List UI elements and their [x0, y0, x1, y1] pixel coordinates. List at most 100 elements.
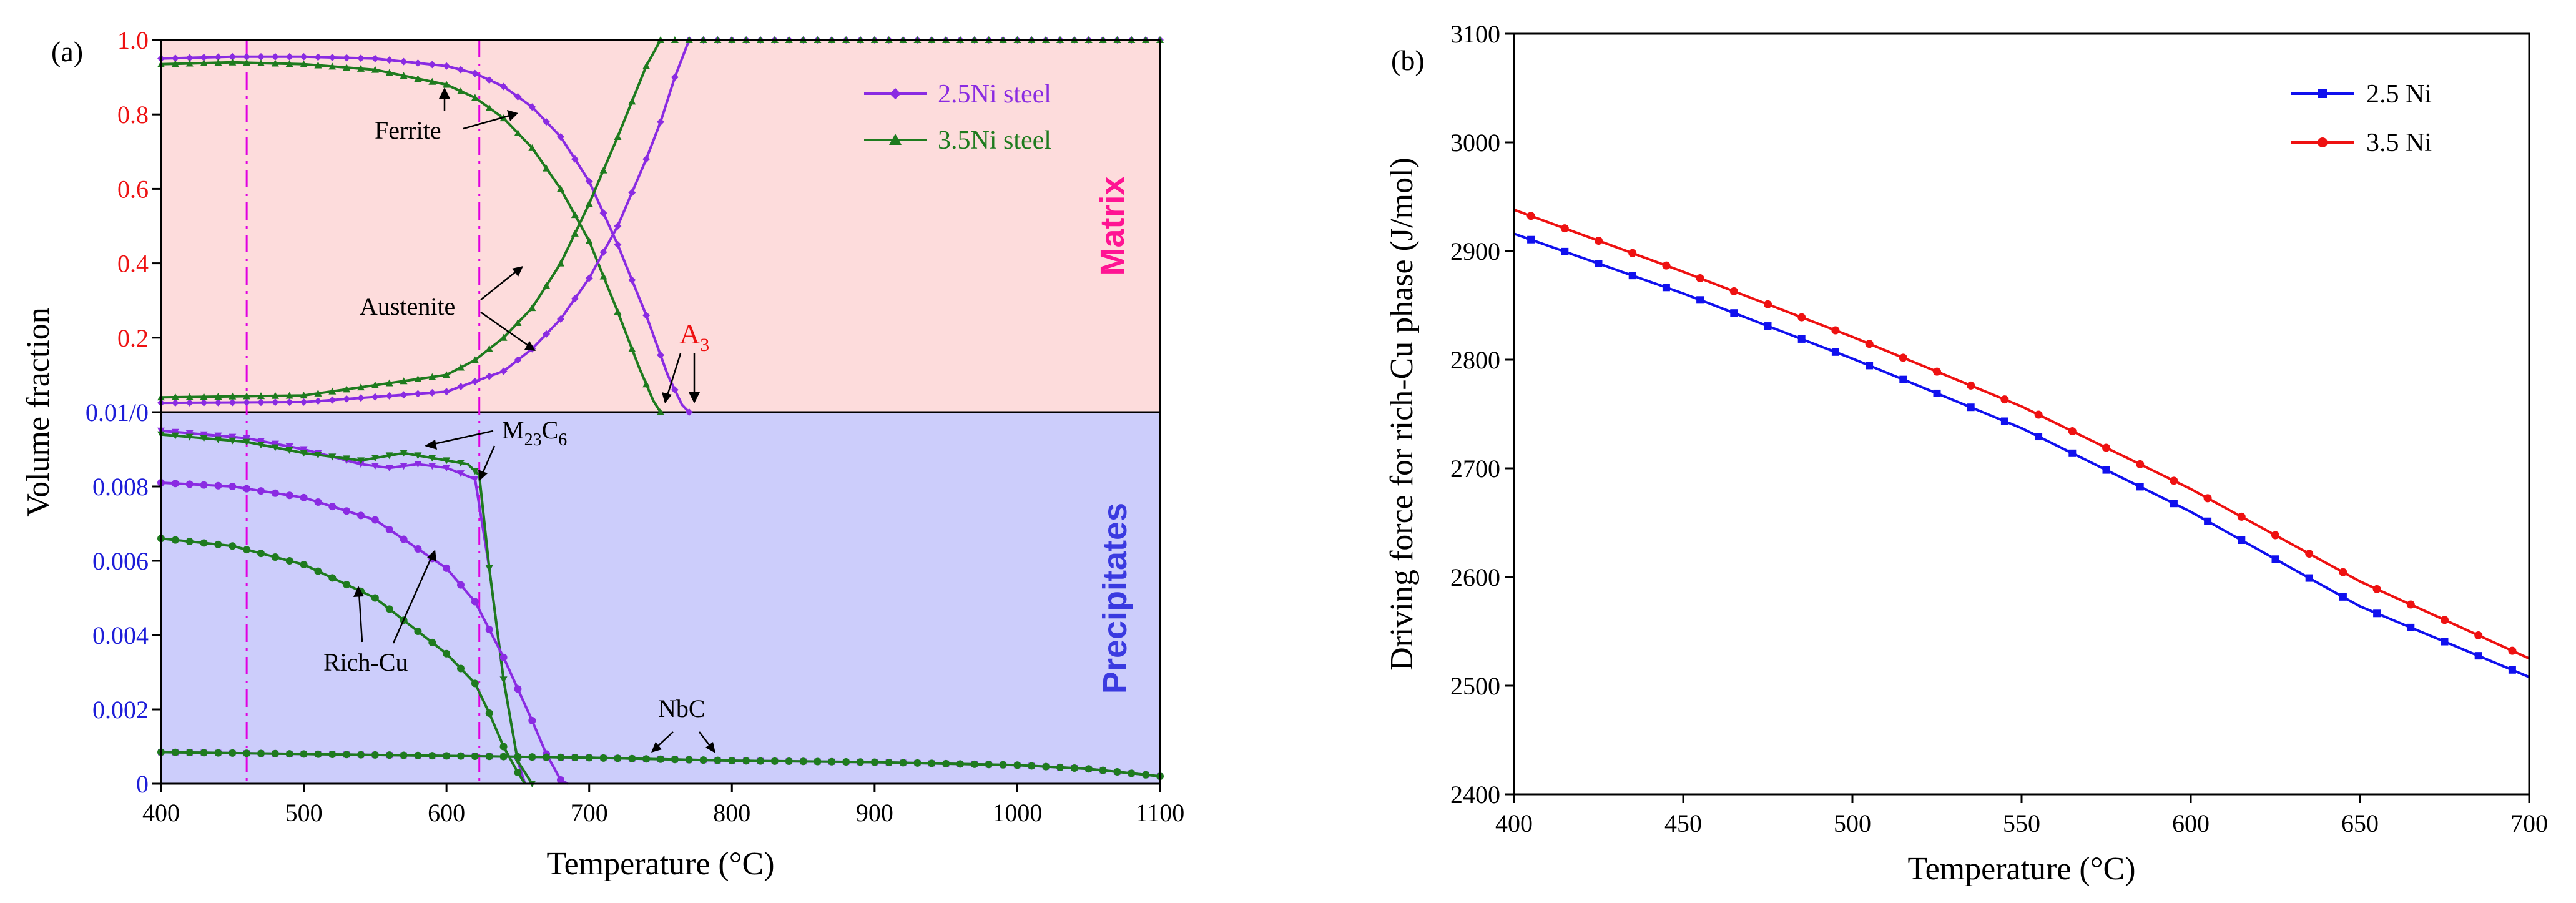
data-point [229, 392, 237, 400]
data-point [271, 440, 279, 448]
data-point [2000, 417, 2008, 425]
data-point [514, 318, 522, 326]
data-point [514, 685, 522, 693]
x-tick-label: 650 [2341, 809, 2379, 837]
data-point [243, 59, 251, 66]
data-point [185, 538, 194, 546]
m23c6-label-sub-23: 23 [524, 430, 542, 450]
series-2-5ni-steel-rich-cu [157, 479, 569, 785]
panel-a-y-axis-label: Volume fraction [21, 307, 56, 517]
data-point [200, 435, 208, 442]
x-tick-label: 400 [142, 799, 180, 827]
rich-cu-arrowhead-1 [353, 586, 364, 597]
x-tick-label: 600 [428, 799, 465, 827]
data-point [942, 759, 950, 767]
data-point [357, 394, 365, 402]
data-point [742, 757, 750, 765]
data-point [614, 132, 622, 140]
data-point [428, 455, 436, 462]
data-point [1831, 326, 1840, 335]
panel-b-legend: 2.5 Ni 3.5 Ni [2291, 80, 2432, 157]
data-point [257, 52, 265, 61]
legend-label-3-5-ni: 3.5 Ni [2366, 129, 2432, 157]
m23c6-arrowhead-2 [478, 470, 488, 481]
data-point [2441, 616, 2449, 624]
data-point [300, 60, 308, 67]
data-point [371, 66, 379, 73]
data-point [314, 452, 322, 459]
data-point [471, 377, 479, 385]
data-point [557, 132, 564, 141]
data-point [685, 756, 693, 764]
data-point [2170, 500, 2178, 508]
data-point [200, 481, 208, 489]
data-point [1628, 272, 1636, 280]
data-point [328, 54, 337, 62]
data-point [2407, 623, 2415, 631]
data-point [1764, 300, 1772, 308]
data-point [2373, 609, 2381, 618]
matrix-y-tick-label: 0.8 [117, 101, 149, 129]
rich-cu-arrow-1 [358, 591, 363, 643]
data-point [685, 408, 693, 416]
data-point [414, 59, 422, 67]
data-point [999, 761, 1007, 769]
panel-a-legend: 2.5Ni steel 3.5Ni steel [864, 80, 1051, 155]
data-point [371, 463, 379, 470]
data-point [243, 438, 251, 446]
data-point [571, 211, 579, 219]
panel-b: 400 450 500 550 600 650 700 2400 2500 2600 2700 28… [1384, 20, 2548, 887]
data-point [571, 229, 579, 237]
data-point [1113, 767, 1121, 776]
series-2-5-ni [1513, 232, 2530, 678]
data-point [229, 433, 237, 441]
x-tick-label: 400 [1495, 809, 1533, 837]
data-point [956, 760, 964, 768]
data-point [499, 367, 508, 375]
data-point [1831, 348, 1839, 356]
data-point [1056, 763, 1064, 771]
data-point [257, 487, 265, 495]
data-point [770, 757, 779, 765]
data-point [1933, 367, 1941, 376]
data-point [642, 155, 651, 163]
data-point [428, 463, 436, 470]
data-point [1967, 403, 1975, 412]
data-point [285, 447, 293, 454]
data-point [642, 380, 651, 388]
data-point [357, 457, 365, 465]
data-point [314, 61, 322, 69]
data-point [171, 748, 179, 756]
data-point [599, 248, 607, 256]
data-point [371, 751, 379, 759]
precipitates-region-background [161, 412, 1160, 784]
data-point [271, 398, 279, 407]
data-point [443, 457, 451, 465]
data-point [485, 626, 493, 634]
data-point [1526, 212, 1535, 220]
data-point [271, 52, 279, 61]
data-point [499, 743, 508, 751]
data-point [343, 54, 351, 62]
data-point [2339, 568, 2347, 576]
data-point [599, 754, 607, 762]
data-point [385, 379, 393, 387]
series-3-5-ni [1513, 209, 2530, 660]
data-point [2474, 652, 2482, 660]
data-point [1595, 236, 1603, 245]
x-tick-label: 600 [2172, 809, 2210, 837]
matrix-y-tick-label: 0.4 [117, 250, 149, 278]
data-point [357, 54, 365, 62]
data-point [514, 129, 522, 136]
data-point [514, 769, 522, 777]
data-point [243, 398, 251, 407]
data-point [671, 73, 679, 81]
series-3-5ni-steel-m23c6 [157, 431, 536, 787]
m23c6-arrow-1 [430, 430, 494, 446]
data-point [857, 758, 864, 766]
data-point [2238, 536, 2246, 545]
data-point [214, 59, 222, 66]
data-point [414, 751, 422, 759]
data-point [628, 276, 636, 284]
data-point [357, 64, 365, 72]
